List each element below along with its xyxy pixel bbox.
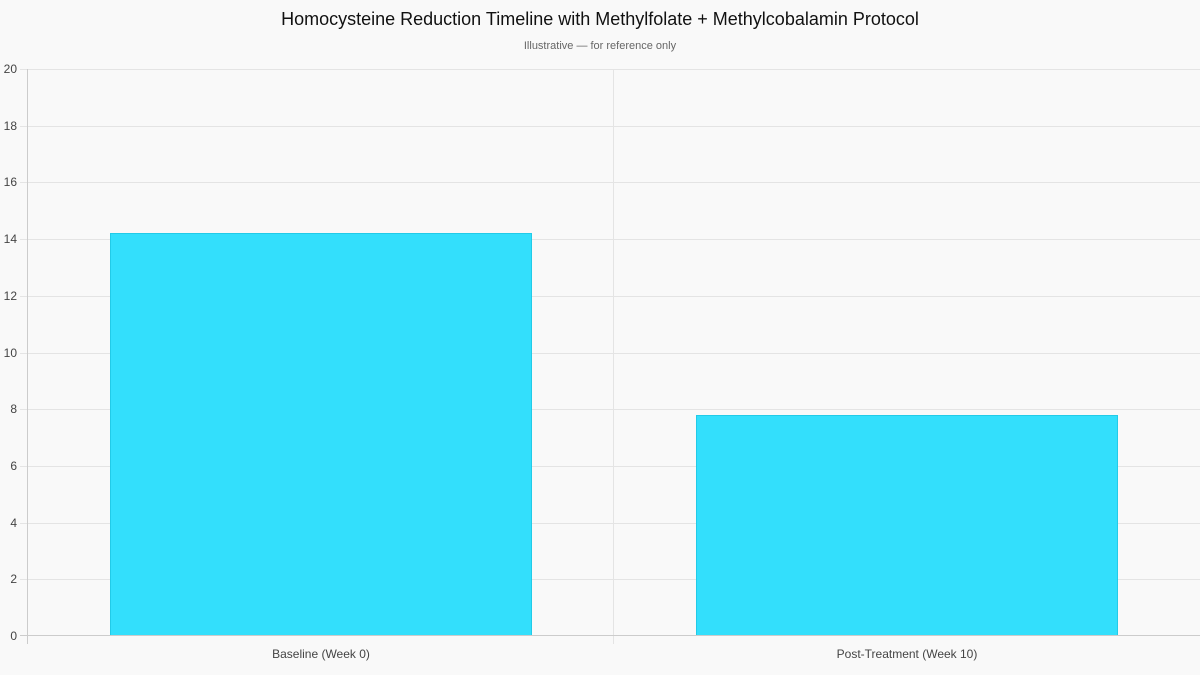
- y-axis: [27, 69, 28, 644]
- x-axis: [20, 635, 1200, 636]
- chart-title: Homocysteine Reduction Timeline with Met…: [281, 9, 919, 29]
- x-tick-label: Post-Treatment (Week 10): [836, 647, 978, 661]
- gridline: [20, 126, 1200, 127]
- gridline: [20, 523, 1200, 524]
- y-tick-label: 16: [3, 175, 17, 190]
- x-tick-label: Baseline (Week 0): [272, 647, 370, 661]
- y-tick-label: 18: [3, 118, 17, 133]
- bar[interactable]: [110, 233, 532, 636]
- gridline: [20, 239, 1200, 240]
- y-tick-label: 2: [10, 572, 17, 587]
- bar[interactable]: [696, 414, 1118, 636]
- y-tick-label: 4: [10, 515, 17, 530]
- gridline: [20, 409, 1200, 410]
- y-tick-label: 10: [3, 345, 17, 360]
- gridline: [20, 296, 1200, 297]
- y-tick-label: 8: [10, 402, 17, 417]
- gridline: [20, 69, 1200, 70]
- gridline: [20, 466, 1200, 467]
- y-tick-label: 12: [3, 288, 17, 303]
- gridline: [20, 579, 1200, 580]
- y-tick-label: 14: [3, 232, 17, 247]
- category-divider: [613, 69, 614, 644]
- gridline: [20, 182, 1200, 183]
- y-tick-label: 6: [10, 458, 17, 473]
- y-tick-label: 20: [3, 62, 17, 76]
- chart-subtitle: Illustrative — for reference only: [523, 40, 677, 52]
- y-tick-label: 0: [10, 629, 17, 643]
- gridline: [20, 353, 1200, 354]
